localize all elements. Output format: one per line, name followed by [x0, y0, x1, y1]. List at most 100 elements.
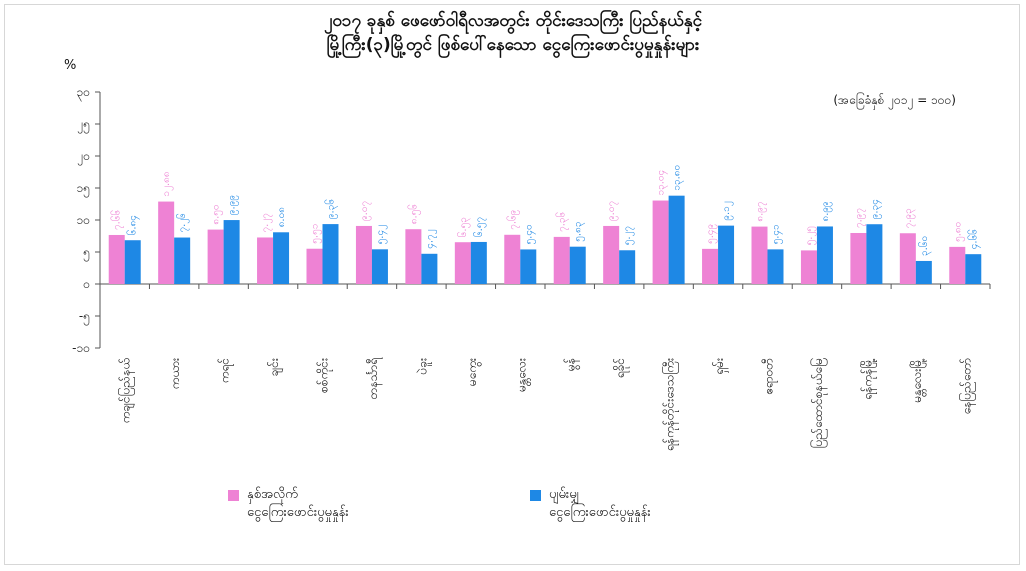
x-category-label: ရန်ကုန်မြို့ — [858, 358, 877, 400]
bar-yoy — [652, 200, 669, 284]
bar-data-label-yoy: ၈.၅၀ — [211, 204, 224, 224]
x-category-label: ရန်ကုန်တိုင်းဒေသကြီး — [661, 358, 680, 451]
bar-mom — [718, 225, 735, 284]
x-category-label: မန္တလေးမြို့ — [908, 358, 927, 403]
y-tick-label: ၁၀ — [77, 213, 91, 227]
x-category-label: ချင်း — [266, 358, 284, 376]
bar-yoy — [800, 250, 817, 284]
bar-yoy — [454, 242, 471, 284]
bar-data-label-mom: ၅.၄၂ — [375, 225, 388, 244]
bar-mom — [866, 224, 883, 284]
legend-label-yoy: နှစ်အလိုက် ငွေကြေးဖောင်းပွမှုနှုန်း — [247, 487, 349, 520]
x-category-label: ပြည်ထောင်စုနယ်မြေ — [809, 358, 828, 449]
legend-label-mom: ပျမ်းမျှ ငွေကြေးဖောင်းပွမှုနှုန်း — [549, 487, 651, 520]
legend-item-yoy: နှစ်အလိုက် ငွေကြေးဖောင်းပွမှုနှုန်း — [228, 486, 349, 522]
bar-mom — [223, 220, 240, 284]
x-category-label: နေပြည်တော် — [957, 358, 976, 414]
bar-data-label-yoy: ၇.၆၆ — [110, 210, 125, 230]
chart-title-line-1: ၂၀၁၇ ခုနှစ် ဖေဖော်ဝါရီလအတွင်း တိုင်းဒေသက… — [323, 11, 703, 31]
bar-mom — [569, 246, 586, 284]
bar-yoy — [108, 234, 125, 284]
bar-mom — [371, 249, 388, 284]
bar-data-label-mom: ၆.၈၄ — [126, 215, 141, 235]
bar-yoy — [949, 246, 966, 284]
y-tick-label: ၁၅ — [77, 181, 91, 198]
bar-data-label-mom: ၈.၉၉ — [820, 201, 833, 221]
bar-mom — [816, 226, 833, 284]
bar-data-label-mom: ၄.၇၂ — [424, 229, 437, 248]
x-category-label: ဧရာဝတီ — [761, 358, 779, 395]
bar-data-label-mom: ၁၃.၈၀ — [672, 165, 685, 191]
bar-yoy — [504, 234, 521, 284]
bar-data-label-mom: ၄.၆၆ — [966, 229, 981, 249]
bar-data-label-yoy: ၅.၈၀ — [952, 222, 965, 242]
bar-mom — [273, 232, 290, 284]
bar-data-label-yoy: ၅.၄၉ — [705, 224, 718, 244]
bar-yoy — [899, 233, 916, 284]
y-tick-label: -၅ — [79, 309, 90, 326]
bar-mom — [915, 260, 932, 284]
y-tick-label: ၂၅ — [77, 117, 90, 134]
bar-data-label-mom: ၉.၁၂ — [721, 201, 734, 220]
bar-data-label-yoy: ၅.၅၁ — [310, 224, 323, 244]
bar-yoy — [207, 229, 224, 284]
legend-item-mom: ပျမ်းမျှ ငွေကြေးဖောင်းပွမှုနှုန်း — [530, 486, 651, 522]
legend-swatch-mom — [530, 490, 541, 501]
bar-data-label-yoy: ၅.၂၅ — [804, 226, 817, 245]
x-category-label: ကယား — [168, 358, 182, 389]
bar-yoy — [603, 225, 620, 284]
x-category-label: ကချင်ပြည်နယ် — [117, 358, 136, 423]
bar-data-label-mom: ၉.၉၉ — [227, 195, 240, 215]
bar-data-label-yoy: ၉.၀၇ — [359, 201, 372, 221]
bar-mom — [174, 237, 191, 284]
bar-data-label-mom: ၅.၈၃ — [573, 222, 586, 242]
bar-data-label-mom: ၉.၃၄ — [869, 199, 882, 219]
bar-data-label-mom: ၅.၂၇ — [622, 226, 635, 245]
bar-data-label-yoy: ၈.၅၆ — [406, 204, 421, 225]
bar-yoy — [751, 226, 768, 284]
bar-data-label-yoy: ၇.၆၉ — [505, 210, 520, 230]
bar-data-label-yoy: ၁၂.၈၈ — [161, 171, 174, 196]
bar-mom — [767, 249, 784, 284]
x-category-label: မန္တလေး — [514, 358, 531, 392]
bar-data-label-mom: ၅.၄၀ — [523, 224, 536, 244]
chart-frame — [4, 4, 1020, 565]
bar-data-label-yoy: ၆.၅၃ — [456, 217, 471, 237]
bar-data-label-mom: ၅.၄၁ — [771, 224, 784, 244]
x-category-label: ပဲခူး — [415, 358, 433, 375]
chart-title-line-2: မြို့ကြီး(၃)မြို့တွင် ဖြစ်ပေါ်နေသော ငွေက… — [326, 35, 700, 55]
bar-data-label-mom: ၈.၀၈ — [276, 207, 287, 227]
bar-yoy — [702, 248, 719, 284]
y-tick-label: -၁၀ — [72, 341, 90, 355]
bar-mom — [322, 224, 339, 284]
x-category-label: ရှမ်း — [711, 358, 729, 375]
y-tick-label: ၂၀ — [77, 149, 90, 166]
x-category-label: မွန် — [563, 358, 581, 371]
y-axis-unit: % — [64, 58, 77, 73]
bar-mom — [421, 253, 438, 284]
x-category-label: ရခိုင် — [612, 358, 630, 378]
bar-yoy — [306, 248, 323, 284]
bar-mom — [520, 249, 537, 284]
y-tick-label: ၀ — [83, 277, 90, 291]
bar-data-label-mom: ၇.၂၆ — [175, 213, 190, 233]
x-category-label: ကရင် — [217, 358, 235, 383]
bar-data-label-yoy: ၇.၉၃ — [903, 208, 916, 228]
bar-yoy — [553, 236, 570, 284]
bar-data-label-yoy: ၇.၉၇ — [853, 208, 866, 228]
x-category-label: တနင်္သာရီ — [365, 358, 383, 399]
base-year-note: (အခြေခံနှစ် ၂၀၁၂ = ၁၀၀) — [833, 93, 956, 107]
bar-yoy — [355, 225, 372, 284]
bar-data-label-yoy: ၈.၉၇ — [755, 201, 768, 221]
x-category-label: မကွေး — [465, 358, 482, 386]
bar-data-label-yoy: ၇.၃၆ — [555, 211, 570, 231]
bar-mom — [965, 254, 982, 284]
bar-data-label-mom: ၃.၆၀ — [917, 236, 932, 256]
bar-data-label-yoy: ၇.၂၇ — [260, 213, 273, 232]
bar-data-label-yoy: ၉.၀၇ — [606, 201, 619, 221]
bar-data-label-mom: ၉.၃၆ — [324, 199, 339, 219]
bar-mom — [668, 195, 685, 284]
bar-yoy — [257, 237, 274, 284]
y-tick-label: ၅ — [83, 245, 90, 262]
bar-data-label-mom: ၆.၅၇ — [472, 217, 487, 237]
